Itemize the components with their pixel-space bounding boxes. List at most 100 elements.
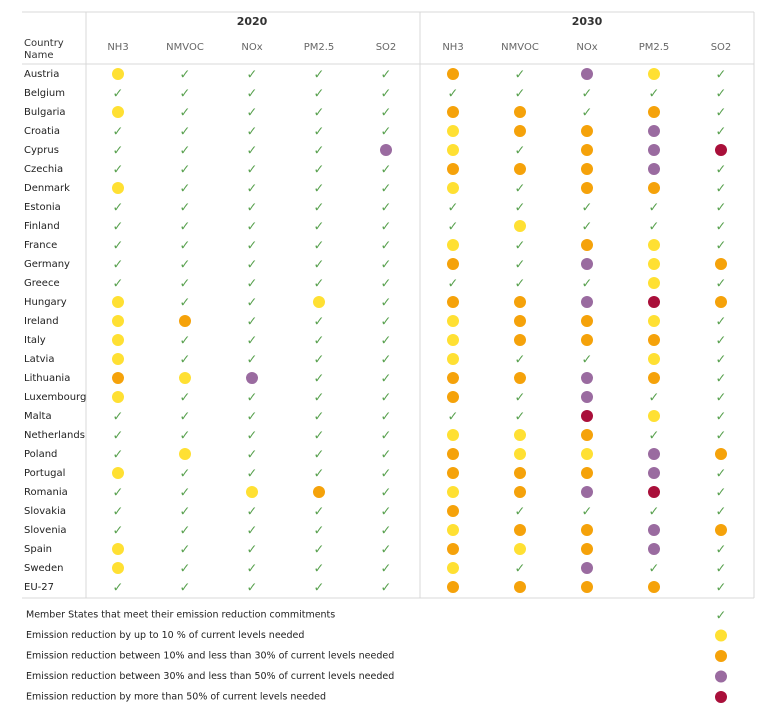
cell-latvia-2020-nox: ✓ [247,353,258,368]
row-label-italy: Italy [24,335,46,346]
cell-portugal-2030-nh3 [447,467,459,479]
cell-slovenia-2020-nox: ✓ [247,524,258,539]
cell-greece-2030-pm25 [648,277,660,289]
cell-czechia-2030-nmvoc [514,163,526,175]
cell-estonia-2030-nh3: ✓ [448,201,459,216]
cell-latvia-2020-nmvoc: ✓ [180,353,191,368]
cell-austria-2030-nmvoc: ✓ [515,68,526,83]
cell-slovenia-2020-nh3: ✓ [113,524,124,539]
cell-denmark-2030-nh3 [447,182,459,194]
cell-hungary-2030-nmvoc [514,296,526,308]
cell-lithuania-2020-nh3 [112,372,124,384]
col-header-2020-so2: SO2 [376,42,397,53]
cell-poland-2030-nmvoc [514,448,526,460]
cell-cyprus-2030-nox [581,144,593,156]
cell-croatia-2020-pm25: ✓ [314,125,325,140]
cell-spain-2020-nh3 [112,543,124,555]
row-label-cyprus: Cyprus [24,145,59,156]
legend-marker-y [715,629,727,642]
cell-sweden-2020-nox: ✓ [247,562,258,577]
cell-croatia-2030-pm25 [648,125,660,137]
cell-croatia-2020-so2: ✓ [381,125,392,140]
cell-lithuania-2030-nox [581,372,593,384]
cell-malta-2030-nox [581,410,593,422]
col-header-2030-nox: NOx [576,42,597,53]
cell-italy-2030-pm25 [648,334,660,346]
cell-poland-2020-nox: ✓ [247,448,258,463]
cell-lithuania-2030-so2: ✓ [716,372,727,387]
cell-spain-2030-nh3 [447,543,459,555]
cell-spain-2030-nox [581,543,593,555]
cell-sweden-2020-nh3 [112,562,124,574]
cell-portugal-2030-so2: ✓ [716,467,727,482]
cell-finland-2030-pm25: ✓ [649,220,660,235]
cell-croatia-2030-nox [581,125,593,137]
cell-luxembourg-2020-nox: ✓ [247,391,258,406]
cell-france-2030-nox [581,239,593,251]
cell-romania-2020-nmvoc: ✓ [180,486,191,501]
cell-portugal-2020-pm25: ✓ [314,467,325,482]
cell-czechia-2020-nh3: ✓ [113,163,124,178]
cell-poland-2030-nh3 [447,448,459,460]
col-header-2030-so2: SO2 [711,42,732,53]
row-label-latvia: Latvia [24,354,54,365]
cell-greece-2030-nmvoc: ✓ [515,277,526,292]
cell-ireland-2030-nh3 [447,315,459,327]
cell-romania-2030-so2: ✓ [716,486,727,501]
cell-germany-2020-nh3: ✓ [113,258,124,273]
row-label-romania: Romania [24,487,68,498]
cell-eu-27-2020-nox: ✓ [247,581,258,596]
cell-slovenia-2020-nmvoc: ✓ [180,524,191,539]
cell-austria-2030-pm25 [648,68,660,80]
cell-slovakia-2020-pm25: ✓ [314,505,325,520]
cell-portugal-2020-nmvoc: ✓ [180,467,191,482]
cell-france-2020-nmvoc: ✓ [180,239,191,254]
cell-slovenia-2030-nh3 [447,524,459,536]
col-header-2020-pm25: PM2.5 [304,42,335,53]
cell-greece-2020-so2: ✓ [381,277,392,292]
cell-estonia-2030-so2: ✓ [716,201,727,216]
cell-slovenia-2020-so2: ✓ [381,524,392,539]
cell-luxembourg-2020-pm25: ✓ [314,391,325,406]
cell-finland-2030-nox: ✓ [582,220,593,235]
cell-hungary-2020-pm25 [313,296,325,308]
cell-belgium-2030-nox: ✓ [582,87,593,102]
cell-luxembourg-2020-so2: ✓ [381,391,392,406]
cell-czechia-2030-nox [581,163,593,175]
cell-ireland-2020-nmvoc [179,315,191,327]
legend-marker-r [715,691,727,703]
cell-romania-2020-so2: ✓ [381,486,392,501]
cell-sweden-2030-so2: ✓ [716,562,727,577]
cell-croatia-2020-nmvoc: ✓ [180,125,191,140]
row-label-france: France [24,240,57,251]
cell-romania-2030-nox [581,486,593,498]
row-label-sweden: Sweden [24,563,64,574]
cell-denmark-2030-so2: ✓ [716,182,727,197]
cell-denmark-2030-pm25 [648,182,660,194]
row-label-malta: Malta [24,411,52,422]
cell-germany-2030-nox [581,258,593,270]
cell-estonia-2020-nox: ✓ [247,201,258,216]
row-label-poland: Poland [24,449,57,460]
cell-czechia-2020-nmvoc: ✓ [180,163,191,178]
cell-bulgaria-2020-nh3 [112,106,124,118]
cell-poland-2030-nox [581,448,593,460]
cell-greece-2020-pm25: ✓ [314,277,325,292]
cell-france-2030-nh3 [447,239,459,251]
cell-malta-2020-pm25: ✓ [314,410,325,425]
row-label-croatia: Croatia [24,126,60,137]
cell-germany-2030-so2 [715,258,727,270]
row-label-belgium: Belgium [24,88,65,99]
cell-bulgaria-2020-so2: ✓ [381,106,392,121]
cell-bulgaria-2030-pm25 [648,106,660,118]
cell-greece-2030-nox: ✓ [582,277,593,292]
cell-ireland-2030-pm25 [648,315,660,327]
cell-poland-2020-so2: ✓ [381,448,392,463]
cell-hungary-2020-nmvoc: ✓ [180,296,191,311]
cell-sweden-2020-nmvoc: ✓ [180,562,191,577]
cell-slovakia-2030-nh3 [447,505,459,517]
cell-hungary-2020-nh3 [112,296,124,308]
row-label-lithuania: Lithuania [24,373,70,384]
cell-ireland-2030-so2: ✓ [716,315,727,330]
cell-czechia-2030-nh3 [447,163,459,175]
